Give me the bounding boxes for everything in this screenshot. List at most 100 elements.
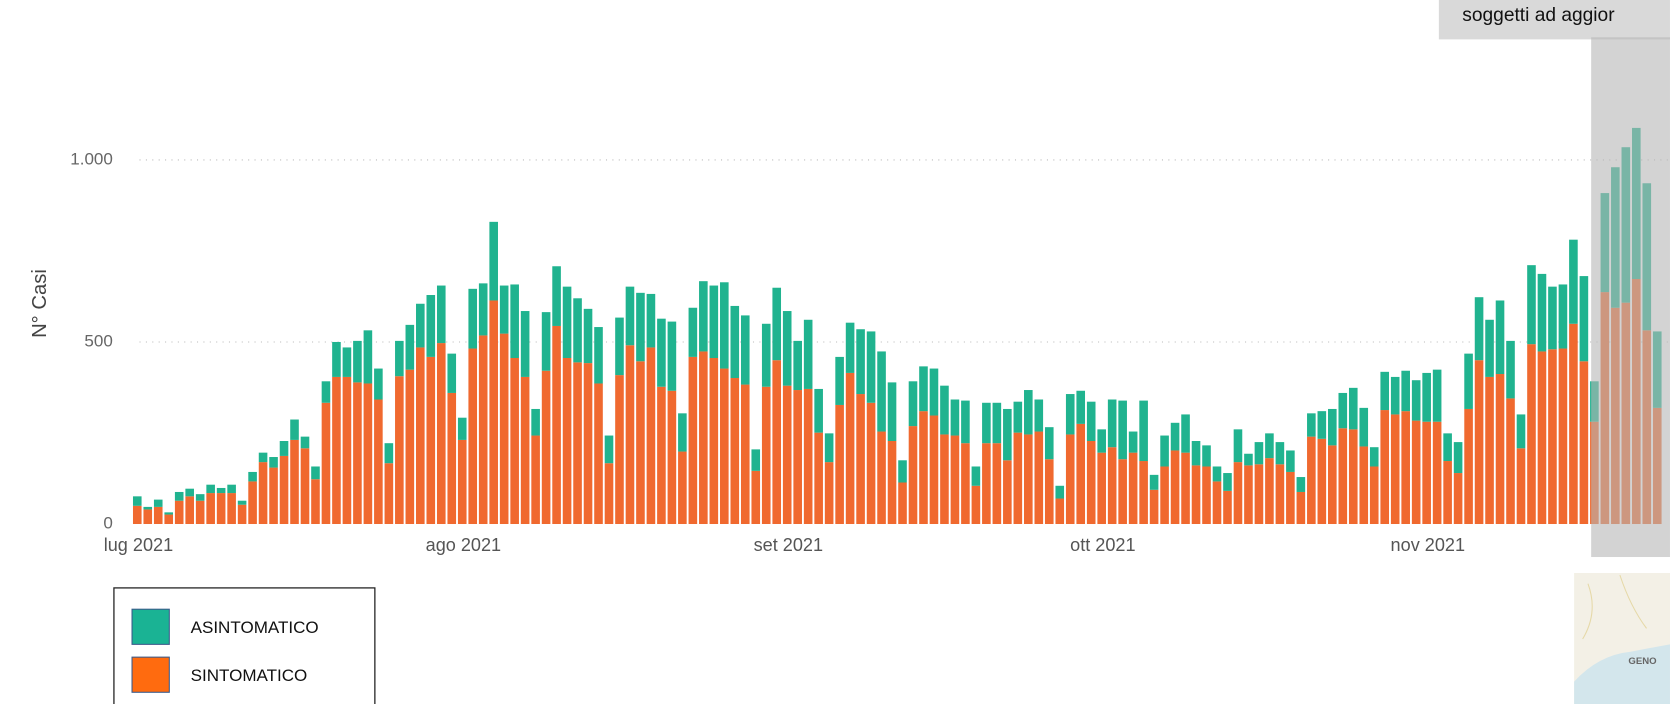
bar-segment — [1474, 297, 1484, 361]
bar-segment — [709, 357, 719, 525]
bar-segment — [1558, 348, 1568, 525]
bar-segment — [740, 384, 750, 525]
bar-segment — [1432, 369, 1442, 422]
bar-segment — [1548, 286, 1557, 350]
bar-segment — [1443, 433, 1452, 462]
bar-segment — [363, 330, 373, 384]
bar-segment — [950, 435, 960, 525]
bar-segment — [1013, 432, 1023, 525]
bar-segment — [657, 318, 666, 387]
x-tick-label: lug 2021 — [104, 535, 173, 555]
bar-segment — [562, 286, 572, 358]
bar-segment — [1275, 464, 1285, 525]
bar-segment — [982, 443, 991, 525]
bar-segment — [1107, 399, 1117, 448]
bar-segment — [541, 370, 551, 525]
bar-segment — [667, 321, 677, 391]
bar-segment — [1202, 445, 1211, 467]
bar-segment — [1065, 394, 1075, 435]
bar-segment — [1317, 438, 1327, 525]
bar-segment — [1107, 447, 1117, 525]
bar-segment — [1202, 466, 1211, 525]
bar-segment — [604, 463, 614, 525]
bar-segment — [1044, 427, 1054, 460]
bar-segment — [290, 439, 299, 525]
bar-segment — [1348, 429, 1358, 525]
bar-segment — [583, 308, 593, 364]
bar-segment — [1338, 428, 1348, 525]
bar-segment — [374, 368, 383, 400]
y-tick-label: 1.000 — [70, 149, 113, 168]
bar-segment — [269, 467, 278, 525]
bar-segment — [1149, 489, 1159, 525]
bar-segment — [185, 496, 194, 525]
bar-segment — [332, 341, 341, 377]
bar-segment — [594, 327, 603, 384]
bar-segment — [489, 300, 498, 525]
bar-segment — [1443, 461, 1452, 525]
bar-segment — [908, 381, 918, 427]
bar-segment — [132, 496, 142, 506]
bar-segment — [1390, 376, 1400, 415]
bar-segment — [1422, 372, 1431, 422]
bar-segment — [772, 287, 782, 361]
bar-segment — [174, 500, 184, 525]
bar-segment — [730, 305, 740, 379]
bar-segment — [1034, 431, 1044, 525]
bar-segment — [636, 292, 645, 362]
bar-segment — [646, 347, 656, 525]
bar-segment — [164, 514, 174, 525]
bar-segment — [1453, 442, 1463, 474]
bar-segment — [1160, 466, 1169, 525]
bar-segment — [1254, 442, 1264, 465]
bar-segment — [929, 368, 939, 416]
bar-segment — [625, 286, 635, 346]
bar-segment — [237, 504, 247, 525]
bar-segment — [405, 369, 415, 525]
bar-segment — [1307, 436, 1316, 525]
bar-segment — [1223, 490, 1232, 525]
bar-segment — [1579, 276, 1589, 362]
bar-segment — [1296, 477, 1306, 492]
bar-segment — [1506, 398, 1515, 525]
bar-segment — [667, 390, 677, 525]
bar-segment — [132, 505, 142, 525]
bar-segment — [1369, 447, 1379, 467]
bar-segment — [1170, 422, 1180, 451]
bar-segment — [1044, 459, 1054, 525]
bar-segment — [1579, 361, 1589, 525]
bar-segment — [1359, 407, 1369, 447]
bar-segment — [1328, 445, 1337, 525]
bar-segment — [720, 368, 729, 525]
bar-segment — [1013, 401, 1023, 433]
bar-segment — [845, 372, 855, 525]
bar-segment — [1181, 452, 1190, 525]
bar-segment — [971, 466, 981, 486]
bar-segment — [1233, 429, 1243, 463]
bar-segment — [520, 376, 530, 525]
bar-segment — [898, 460, 907, 483]
bar-segment — [992, 402, 1002, 444]
bar-segment — [1527, 265, 1536, 345]
bar-segment — [1191, 465, 1201, 525]
bar-segment — [478, 283, 488, 336]
bar-segment — [625, 345, 635, 525]
bar-segment — [248, 481, 257, 525]
bar-segment — [1317, 411, 1327, 439]
x-tick-label: nov 2021 — [1391, 535, 1465, 555]
bar-segment — [1569, 323, 1578, 525]
bar-segment — [699, 351, 708, 525]
bar-segment — [216, 487, 226, 494]
bar-segment — [1212, 466, 1222, 482]
bar-segment — [919, 366, 928, 412]
bar-segment — [153, 506, 163, 525]
bar-segment — [279, 441, 289, 456]
bar-segment — [1296, 491, 1306, 525]
bar-segment — [1024, 434, 1033, 525]
bar-segment — [898, 482, 907, 525]
bar-segment — [1275, 442, 1285, 465]
bar-segment — [405, 324, 415, 370]
bar-segment — [835, 404, 844, 525]
bar-segment — [332, 376, 341, 525]
